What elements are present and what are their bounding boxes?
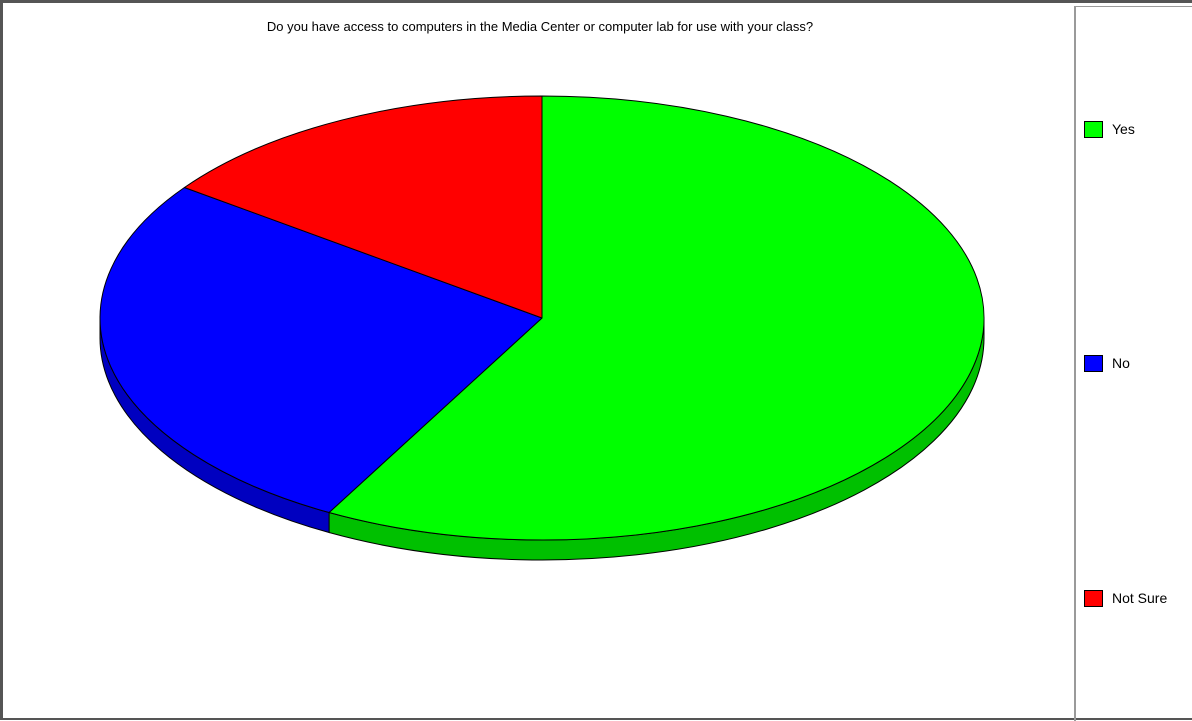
legend-swatch-not-sure: [1084, 589, 1103, 607]
legend: Yes No Not Sure: [1074, 6, 1192, 721]
legend-swatch-no: [1084, 354, 1103, 372]
legend-label-yes: Yes: [1112, 121, 1135, 137]
legend-label-not-sure: Not Sure: [1112, 590, 1168, 606]
plot-area: Do you have access to computers in the M…: [6, 6, 1074, 721]
pie-slice-yes: [328, 95, 985, 541]
legend-item-no: No: [1084, 353, 1130, 373]
legend-item-yes: Yes: [1084, 119, 1135, 139]
chart-title: Do you have access to computers in the M…: [266, 19, 814, 34]
pie-slice-not-sure: [183, 95, 543, 319]
pie-slice-no: [99, 187, 543, 514]
legend-label-no: No: [1112, 355, 1130, 371]
legend-swatch-yes: [1084, 120, 1103, 138]
legend-item-not-sure: Not Sure: [1084, 588, 1167, 608]
pie-chart: [99, 95, 985, 561]
